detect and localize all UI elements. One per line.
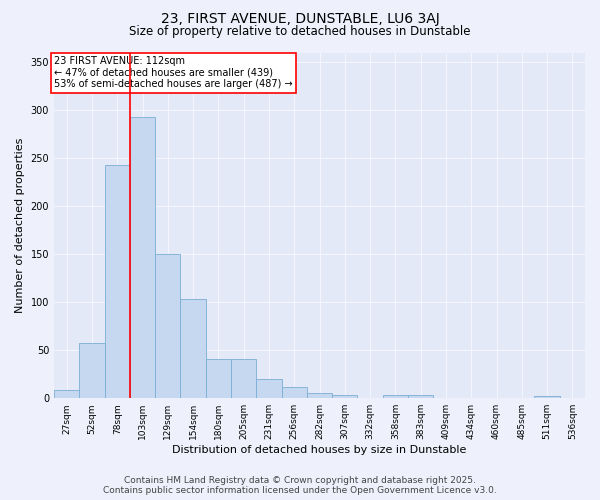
Bar xyxy=(155,254,181,398)
Bar xyxy=(79,342,104,398)
Bar xyxy=(535,396,560,398)
Bar xyxy=(307,394,332,398)
Y-axis label: Number of detached properties: Number of detached properties xyxy=(15,138,25,313)
Bar xyxy=(383,396,408,398)
Bar xyxy=(130,117,155,398)
Bar xyxy=(332,396,358,398)
Bar xyxy=(181,300,206,398)
Bar xyxy=(281,386,307,398)
Bar xyxy=(206,359,231,398)
Bar xyxy=(256,379,281,398)
Text: 23 FIRST AVENUE: 112sqm
← 47% of detached houses are smaller (439)
53% of semi-d: 23 FIRST AVENUE: 112sqm ← 47% of detache… xyxy=(54,56,293,89)
Bar xyxy=(408,396,433,398)
Bar xyxy=(54,390,79,398)
Bar xyxy=(104,165,130,398)
Text: Size of property relative to detached houses in Dunstable: Size of property relative to detached ho… xyxy=(129,25,471,38)
Text: 23, FIRST AVENUE, DUNSTABLE, LU6 3AJ: 23, FIRST AVENUE, DUNSTABLE, LU6 3AJ xyxy=(161,12,439,26)
X-axis label: Distribution of detached houses by size in Dunstable: Distribution of detached houses by size … xyxy=(172,445,467,455)
Text: Contains HM Land Registry data © Crown copyright and database right 2025.
Contai: Contains HM Land Registry data © Crown c… xyxy=(103,476,497,495)
Bar xyxy=(231,359,256,398)
